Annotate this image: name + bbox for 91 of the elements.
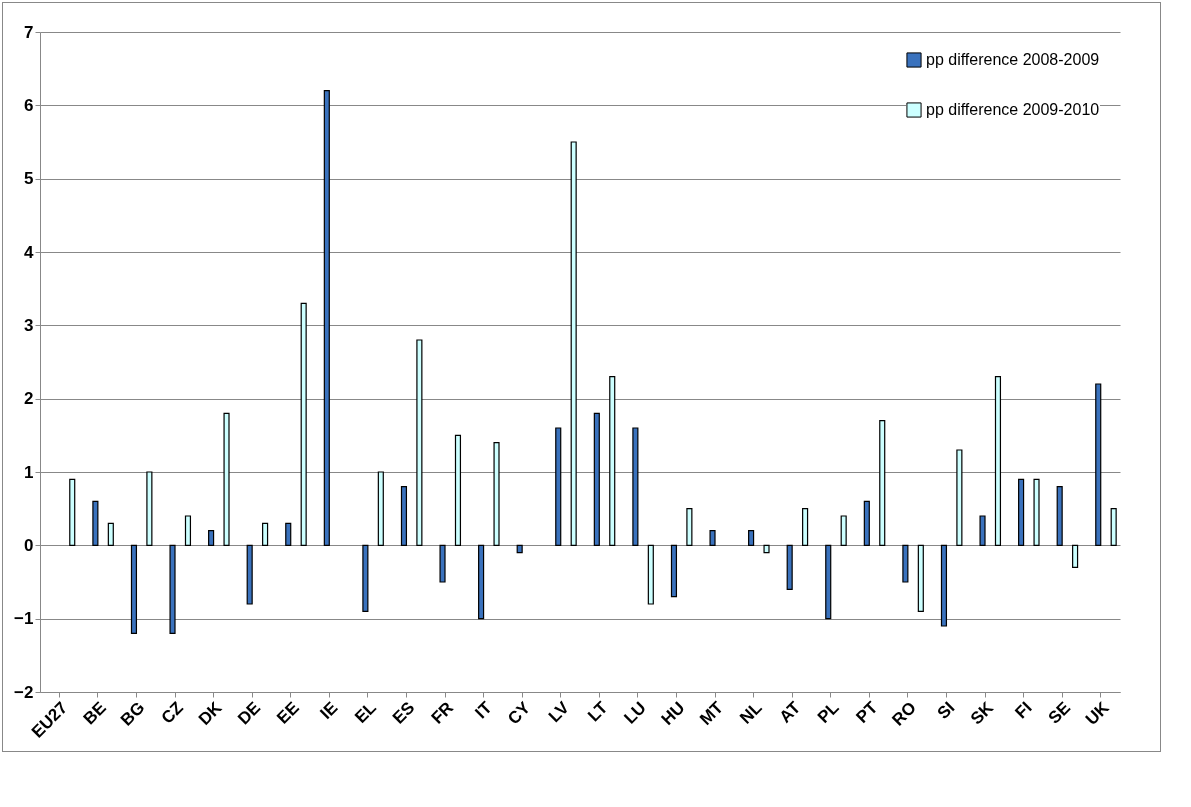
bar: [262, 522, 269, 546]
x-tick-label: MT: [696, 697, 728, 729]
legend-label: pp difference 2008-2009: [926, 51, 1100, 68]
bar: [169, 544, 176, 634]
bar: [670, 544, 678, 598]
x-tick-label: PT: [852, 697, 882, 727]
x-tick-label: IT: [471, 697, 497, 723]
bar: [377, 471, 384, 546]
bar: [1095, 383, 1102, 546]
y-tick-label: 6: [24, 95, 34, 115]
legend-label: pp difference 2009-2010: [926, 101, 1100, 118]
y-tick-label: −1: [14, 609, 34, 629]
bar: [748, 530, 755, 546]
bar: [516, 544, 523, 554]
bar: [400, 486, 408, 546]
bar: [786, 544, 793, 590]
bar: [184, 515, 192, 546]
x-tick-label: ES: [388, 698, 419, 728]
bar: [493, 442, 500, 546]
bar: [940, 544, 948, 627]
bar: [709, 530, 716, 546]
y-tick-label: 1: [24, 462, 34, 482]
bar: [107, 522, 114, 546]
x-tick-label: FR: [427, 698, 458, 728]
y-tick-label: 4: [24, 242, 35, 262]
bar: [802, 508, 809, 546]
x-tick-label: AT: [775, 697, 805, 727]
bar: [69, 478, 76, 546]
bar: [92, 500, 99, 546]
bar: [632, 427, 639, 546]
bar: [570, 141, 577, 546]
bar: [763, 544, 770, 554]
bar: [1018, 478, 1025, 546]
bar: [902, 544, 909, 583]
bar: [130, 544, 138, 634]
x-tick-label: EL: [351, 698, 380, 727]
x-tick-label: UK: [1081, 697, 1114, 729]
bar: [416, 339, 423, 546]
bar: [863, 500, 870, 546]
x-tick-label: SE: [1044, 698, 1075, 728]
x-tick-label: NL: [736, 698, 766, 728]
x-tick-label: LT: [584, 697, 612, 726]
bar: [879, 420, 886, 546]
bar: [439, 544, 446, 583]
bar: [223, 412, 230, 546]
bar: [208, 530, 215, 546]
y-tick-label: 7: [24, 22, 34, 42]
bar: [1072, 544, 1079, 568]
x-tick-label: SI: [933, 698, 959, 723]
x-tick-label: DK: [194, 697, 227, 729]
bar: [917, 544, 924, 612]
x-tick-label: IE: [316, 698, 342, 723]
y-tick-label: 3: [24, 315, 34, 335]
y-tick-label: 5: [24, 169, 34, 189]
bar: [478, 544, 485, 620]
bar: [979, 515, 986, 546]
x-tick-label: EE: [273, 698, 303, 728]
x-tick-label: LV: [544, 697, 574, 726]
bar: [1110, 508, 1117, 546]
bar: [285, 522, 292, 546]
bar: [146, 471, 153, 546]
bar: [555, 427, 562, 546]
x-tick-label: CZ: [157, 698, 188, 728]
x-tick-label: CY: [504, 697, 535, 729]
x-tick-label: FI: [1011, 698, 1036, 723]
x-tick-label: BE: [79, 698, 110, 729]
bar: [994, 376, 1002, 546]
x-tick-label: BG: [116, 698, 149, 730]
y-tick-label: −2: [14, 682, 34, 702]
x-tick-label: HU: [657, 698, 689, 729]
x-tick-label: SK: [966, 697, 998, 729]
x-tick-label: PL: [813, 698, 843, 727]
x-tick-label: RO: [888, 698, 920, 730]
bar: [840, 515, 847, 546]
bar: [454, 434, 462, 546]
y-tick-label: 2: [24, 389, 34, 409]
bar: [686, 508, 693, 546]
bar: [323, 90, 330, 546]
bar: [956, 449, 963, 546]
bar: [246, 544, 253, 605]
bar: [1033, 478, 1040, 546]
bar: [593, 412, 600, 546]
bar: [609, 376, 616, 546]
bar: [362, 544, 369, 612]
bar: [1056, 486, 1063, 546]
bar: [300, 302, 307, 546]
bar: [647, 544, 654, 605]
x-tick-label: LU: [620, 698, 650, 728]
y-tick-label: 0: [24, 535, 34, 555]
x-tick-label: DE: [234, 698, 265, 729]
bar: [825, 544, 832, 620]
